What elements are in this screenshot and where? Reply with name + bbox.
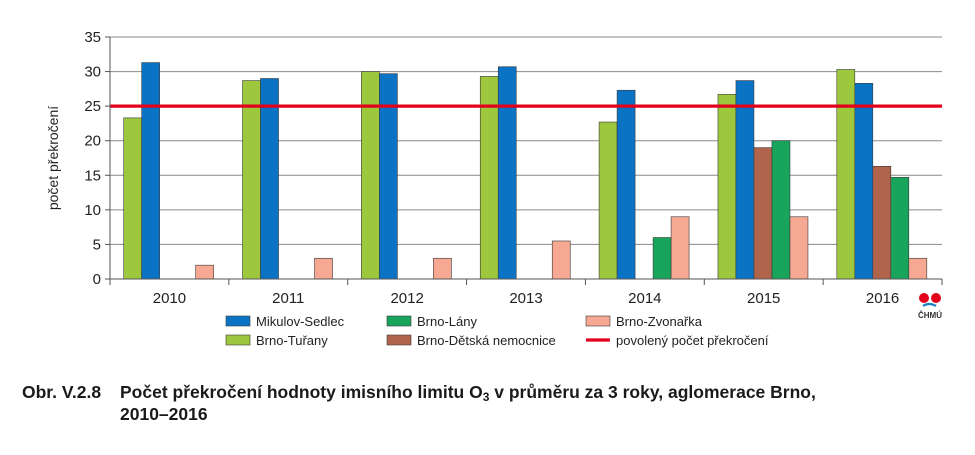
- legend-swatch-brno-dětská-nemocnice: [386, 334, 412, 346]
- bars: [123, 62, 928, 280]
- y-tick-label-15: 15: [84, 167, 101, 184]
- logo-wave: [922, 302, 937, 307]
- bar-mikulov-sedlec-2012: [379, 73, 398, 280]
- legend: Mikulov-Sedlec Brno-Lány Brno-Zvonařka Brno…: [225, 314, 769, 348]
- legend-label-brno-tuřany: Brno-Tuřany: [256, 333, 328, 348]
- x-tick-label-2014: 2014: [628, 290, 661, 307]
- bar-mikulov-sedlec-2016: [854, 83, 874, 280]
- y-tick-labels: 0 5 10 15 20 25 30 35: [84, 29, 110, 288]
- y-tick-label-10: 10: [84, 202, 101, 219]
- y-tick-label-30: 30: [84, 64, 101, 81]
- legend-swatch-brno-zvonařka: [585, 315, 611, 327]
- bar-brno-zvonařka-2016: [908, 257, 928, 280]
- bar-mikulov-sedlec-2010: [141, 62, 160, 280]
- legend-label-brno-zvonařka: Brno-Zvonařka: [616, 314, 703, 329]
- bar-brno-zvonařka-2013: [551, 240, 571, 280]
- bar-mikulov-sedlec-2015: [735, 80, 755, 280]
- bar-brno-tuřany-2014: [598, 121, 618, 280]
- bar-brno-tuřany-2016: [836, 69, 856, 280]
- legend-swatch-brno-lány: [386, 315, 412, 327]
- legend-label-brno-dětská-nemocnice: Brno-Dětská nemocnice: [417, 333, 556, 348]
- caption-line2: 2010–2016: [120, 404, 208, 424]
- legend-swatch-brno-tuřany: [225, 334, 251, 346]
- bar-brno-zvonařka-2014: [670, 216, 690, 280]
- bar-brno-tuřany-2010: [123, 117, 142, 280]
- legend-swatch-mikulov-sedlec: [225, 315, 251, 327]
- bar-mikulov-sedlec-2011: [260, 78, 279, 280]
- x-tick-label-2016: 2016: [866, 290, 899, 307]
- x-tick-label-2011: 2011: [272, 290, 304, 307]
- bar-brno-zvonařka-2010: [195, 264, 214, 280]
- bar-brno-zvonařka-2011: [314, 257, 333, 280]
- bar-brno-dětská-nemocnice-2016: [872, 165, 892, 280]
- y-tick-label-25: 25: [84, 98, 101, 115]
- x-tick-label-2010: 2010: [153, 290, 186, 307]
- y-tick-label-0: 0: [93, 271, 101, 288]
- bar-brno-zvonařka-2015: [789, 216, 809, 280]
- logo-left-dot: [919, 293, 929, 303]
- bar-brno-tuřany-2015: [717, 94, 737, 280]
- grid-lines: [110, 36, 942, 280]
- legend-label-povolený-počet-překročení: povolený počet překročení: [616, 333, 769, 348]
- bar-mikulov-sedlec-2014: [616, 89, 636, 280]
- bar-brno-lány-2016: [890, 177, 910, 280]
- x-tick-label-2013: 2013: [509, 290, 542, 307]
- chmu-logo: ČHMÚ: [918, 293, 942, 320]
- bar-brno-tuřany-2012: [361, 71, 380, 280]
- legend-label-mikulov-sedlec: Mikulov-Sedlec: [256, 314, 345, 329]
- bar-mikulov-sedlec-2013: [497, 66, 517, 280]
- y-tick-label-35: 35: [84, 29, 101, 46]
- bar-brno-tuřany-2011: [242, 80, 261, 280]
- logo-right-dot: [931, 293, 941, 303]
- bar-brno-lány-2014: [652, 237, 672, 280]
- caption-text: Počet překročení hodnoty imisního limitu…: [120, 382, 816, 404]
- y-axis-label: počet překročení: [45, 106, 61, 210]
- x-tick-labels: 2010 2011 2012 2013 2014 2015 2016: [153, 290, 900, 307]
- figure-caption: Obr. V.2.8 Počet překročení hodnoty imisn…: [22, 381, 952, 425]
- caption-label: Obr. V.2.8: [22, 382, 102, 402]
- x-tick-label-2012: 2012: [390, 290, 423, 307]
- bar-brno-lány-2015: [771, 140, 791, 280]
- bar-brno-zvonařka-2012: [433, 257, 452, 280]
- logo-text: ČHMÚ: [918, 311, 942, 320]
- x-tick-label-2015: 2015: [747, 290, 780, 307]
- y-tick-label-20: 20: [84, 133, 101, 150]
- axes: [109, 37, 943, 285]
- legend-label-brno-lány: Brno-Lány: [417, 314, 477, 329]
- y-tick-label-5: 5: [93, 236, 101, 253]
- bar-brno-dětská-nemocnice-2015: [753, 147, 773, 280]
